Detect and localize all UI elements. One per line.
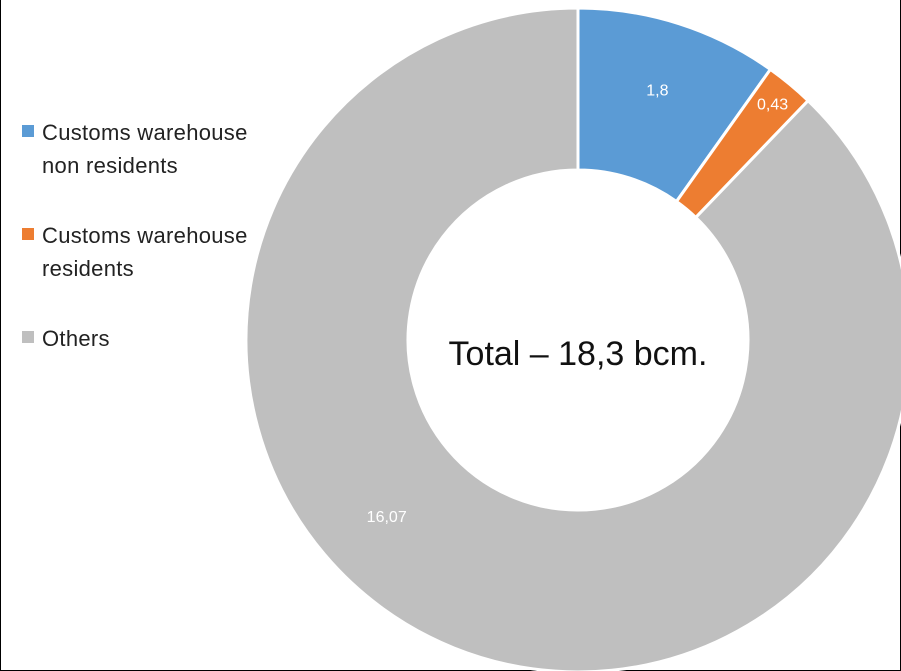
legend-item-customs-residents: Customs warehouse residents bbox=[22, 219, 262, 285]
legend-swatch-others bbox=[22, 331, 34, 343]
legend-label: Customs warehouse non residents bbox=[42, 120, 248, 178]
center-total-label: Total – 18,3 bcm. bbox=[449, 335, 708, 373]
legend-swatch-customs-residents bbox=[22, 228, 34, 240]
data-label-customs-residents: 0,43 bbox=[757, 96, 788, 113]
legend-item-customs-non-residents: Customs warehouse non residents bbox=[22, 116, 262, 182]
data-labels: 1,8 0,43 16,07 bbox=[367, 83, 789, 526]
data-label-others: 16,07 bbox=[367, 509, 407, 526]
slice-others bbox=[244, 6, 901, 671]
legend-item-others: Others bbox=[22, 322, 262, 355]
donut-slices bbox=[244, 6, 901, 671]
data-label-customs-non-residents: 1,8 bbox=[646, 83, 668, 100]
legend: Customs warehouse non residents Customs … bbox=[22, 116, 262, 355]
legend-swatch-customs-non-residents bbox=[22, 125, 34, 137]
legend-label: Customs warehouse residents bbox=[42, 223, 248, 281]
legend-label: Others bbox=[42, 326, 110, 351]
